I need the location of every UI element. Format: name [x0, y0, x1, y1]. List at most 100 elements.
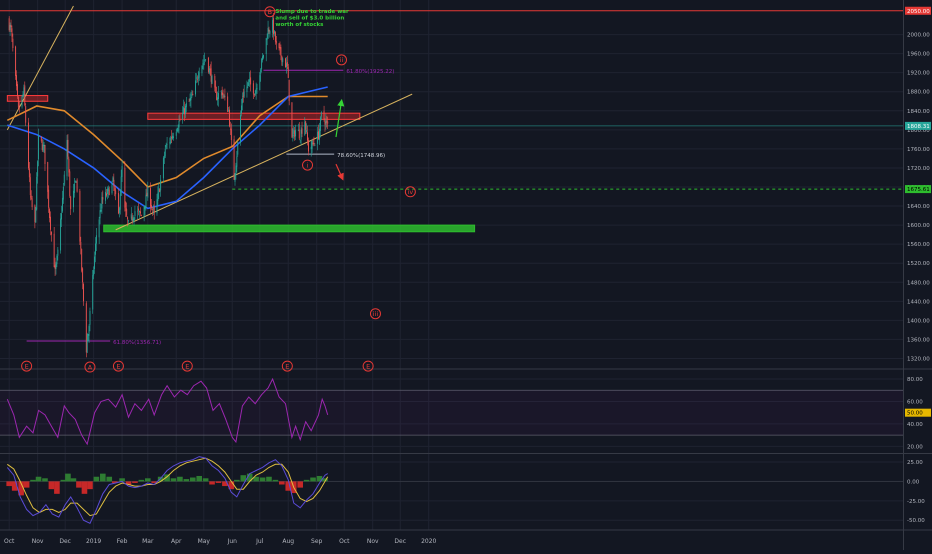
top-level-badge	[905, 6, 931, 15]
candle-body	[16, 75, 17, 87]
candle-body	[66, 139, 68, 177]
candle-body	[113, 179, 115, 187]
candle-body	[166, 144, 168, 145]
candle-body	[252, 83, 254, 94]
macd-histogram-bar	[266, 476, 272, 482]
candle-body	[115, 190, 117, 195]
candle-body	[267, 27, 269, 39]
candle-body	[68, 158, 70, 173]
candle-body	[173, 136, 174, 138]
candle-body	[42, 144, 44, 151]
candle-body	[132, 218, 134, 221]
candle-body	[256, 88, 258, 90]
candle-body	[243, 91, 245, 97]
candle-body	[156, 199, 158, 214]
candle-body	[182, 112, 184, 120]
candle-body	[217, 97, 219, 101]
macd-tick-label: 0.00	[907, 479, 920, 485]
candle-body	[291, 102, 293, 138]
trendline	[115, 93, 413, 231]
macd-histogram-bar	[18, 481, 24, 496]
candle-body	[272, 20, 274, 33]
candle-body	[40, 136, 42, 142]
x-tick-label: Aug	[282, 538, 294, 545]
candle-body	[307, 140, 309, 152]
candle-body	[172, 135, 174, 139]
candle-body	[47, 161, 49, 192]
candle-body	[253, 94, 255, 95]
rsi-line	[6, 377, 329, 446]
candle-body	[36, 177, 38, 210]
macd-histogram-bar	[253, 476, 259, 482]
wave-label: ii	[340, 56, 344, 64]
candle-body	[162, 157, 164, 179]
wave-label: E	[366, 362, 370, 370]
wave-label: iii	[373, 310, 379, 318]
candle-body	[31, 198, 33, 208]
x-tick-label: 2019	[86, 538, 101, 545]
macd-histogram-bar	[240, 475, 247, 482]
wave-label-circle	[369, 308, 381, 320]
candle-body	[144, 205, 146, 210]
x-tick-label: Mar	[142, 538, 154, 545]
candle-body	[94, 256, 96, 270]
candle-body	[204, 60, 206, 61]
macd-histogram-bar	[228, 481, 235, 490]
candle-body	[275, 41, 277, 44]
macd-histogram-bar	[246, 473, 253, 482]
candle-body	[102, 197, 104, 200]
candle-body	[201, 65, 203, 74]
candle-body	[158, 188, 160, 193]
candle-body	[305, 121, 307, 130]
candle-body	[119, 194, 121, 210]
candle-body	[49, 209, 51, 219]
candle-body	[260, 69, 262, 75]
candle-body	[307, 132, 308, 141]
y-tick-label: 1840.00	[907, 109, 930, 115]
y-tick-label: 1320.00	[907, 356, 930, 362]
candle-body	[249, 79, 251, 82]
candle-body	[11, 28, 13, 37]
candle-body	[228, 110, 230, 112]
y-tick-label: 1360.00	[907, 337, 930, 343]
candle-body	[34, 205, 36, 223]
x-tick-label: Oct	[4, 538, 15, 545]
rsi-band-fill	[0, 390, 903, 436]
candle-body	[73, 183, 75, 194]
candle-body	[227, 96, 229, 112]
candle-body	[263, 54, 264, 58]
y-tick-label: 1520.00	[907, 261, 930, 267]
candle-body	[95, 235, 97, 244]
candle-body	[241, 97, 243, 104]
candle-body	[48, 189, 50, 208]
bullish-arrow	[335, 98, 345, 138]
macd-histogram-bar	[60, 479, 67, 482]
candle-body	[111, 182, 113, 194]
candle-body	[326, 121, 328, 123]
candle-body	[95, 243, 96, 255]
candle-body	[35, 208, 37, 223]
candle-body	[164, 148, 166, 157]
candle-body	[93, 270, 95, 276]
moving-average-fast	[7, 86, 328, 210]
macd-histogram-bar	[259, 477, 266, 482]
candle-body	[184, 105, 186, 115]
candle-body	[72, 190, 74, 208]
y-tick-label: 2000.00	[907, 33, 930, 39]
candle-body	[138, 208, 140, 211]
candle-body	[127, 217, 129, 220]
candle-body	[286, 62, 288, 67]
y-tick-label: 1480.00	[907, 280, 930, 286]
candle-body	[280, 47, 282, 57]
x-tick-label: Jun	[227, 538, 238, 545]
macd-histogram-bar	[157, 476, 164, 482]
macd-histogram-bar	[144, 478, 151, 482]
candle-body	[29, 177, 31, 196]
support-level-badge	[905, 185, 931, 194]
candle-body	[165, 144, 167, 148]
candle-body	[279, 47, 281, 49]
candle-body	[50, 232, 52, 235]
macd-histogram-bar	[93, 476, 100, 482]
candle-body	[235, 165, 237, 175]
